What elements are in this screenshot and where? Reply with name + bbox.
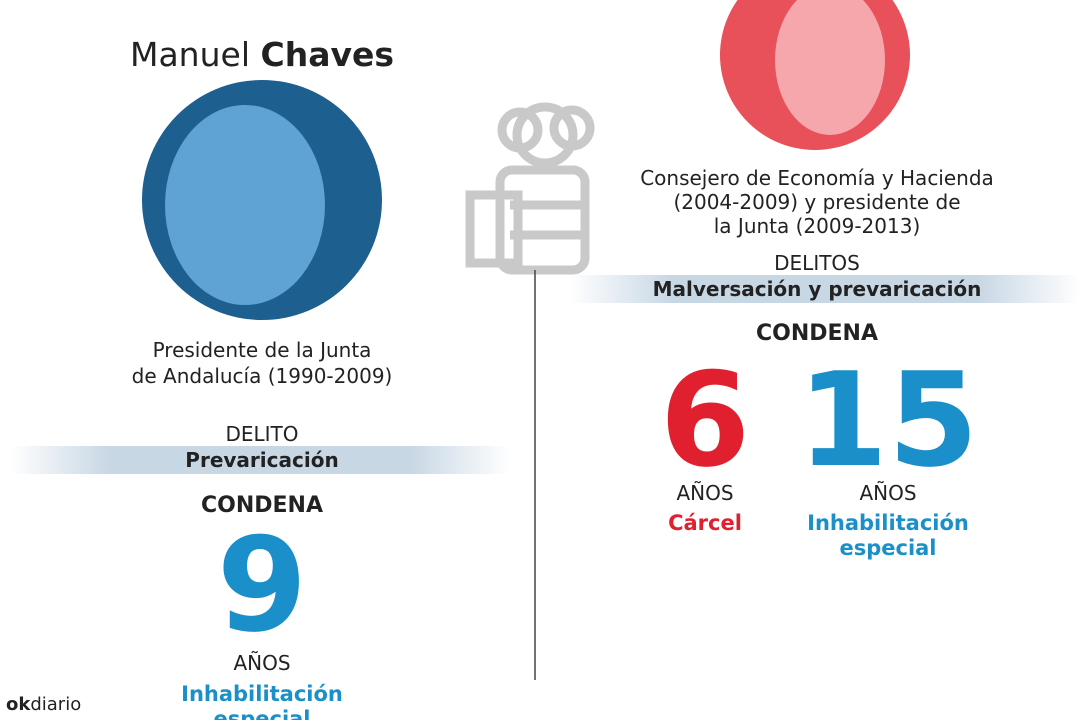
- crime-label: DELITOS: [774, 251, 860, 275]
- band: [570, 275, 1080, 303]
- penalty-unit: AÑOS: [676, 481, 734, 505]
- crime-label: DELITO: [225, 422, 299, 446]
- penalty-type: Cárcel: [668, 511, 742, 535]
- role: la Junta (2009-2013): [713, 214, 921, 238]
- psoe-logo: [465, 102, 595, 275]
- photo-face: [775, 0, 885, 135]
- penalty-type: Inhabilitación: [181, 682, 343, 706]
- penalty-unit: AÑOS: [233, 651, 291, 675]
- penalty-type: Inhabilitación: [807, 511, 969, 535]
- role: de Andalucía (1990-2009): [131, 364, 393, 388]
- role: Consejero de Economía y Hacienda: [640, 166, 994, 190]
- penalty-number: 15: [797, 344, 979, 496]
- penalty-number: 6: [659, 344, 751, 496]
- crime: Malversación y prevaricación: [652, 277, 982, 301]
- sentence-label: CONDENA: [756, 321, 878, 346]
- penalty-unit: AÑOS: [859, 481, 917, 505]
- penalty-type: especial: [839, 536, 937, 560]
- penalty-number: 9: [216, 509, 308, 661]
- photo-face: [165, 105, 325, 305]
- logo-ok: ok: [6, 694, 31, 715]
- penalty-type: especial: [213, 707, 311, 720]
- crime: Prevaricación: [185, 448, 339, 472]
- sentence-label: CONDENA: [201, 493, 323, 518]
- band: [10, 446, 510, 474]
- logo-diario: diario: [30, 694, 82, 715]
- logo: okdiario: [6, 696, 81, 714]
- role: (2004-2009) y presidente de: [673, 190, 961, 214]
- role: Presidente de la Junta: [152, 338, 372, 362]
- name: Manuel Chaves: [129, 35, 395, 74]
